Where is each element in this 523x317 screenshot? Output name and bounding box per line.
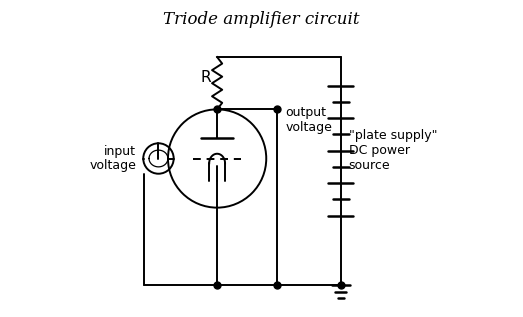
Text: input
voltage: input voltage — [89, 145, 137, 172]
Text: Triode amplifier circuit: Triode amplifier circuit — [163, 11, 360, 28]
Text: R: R — [201, 70, 211, 85]
Text: output
voltage: output voltage — [285, 107, 332, 134]
Text: "plate supply"
DC power
source: "plate supply" DC power source — [349, 129, 437, 172]
